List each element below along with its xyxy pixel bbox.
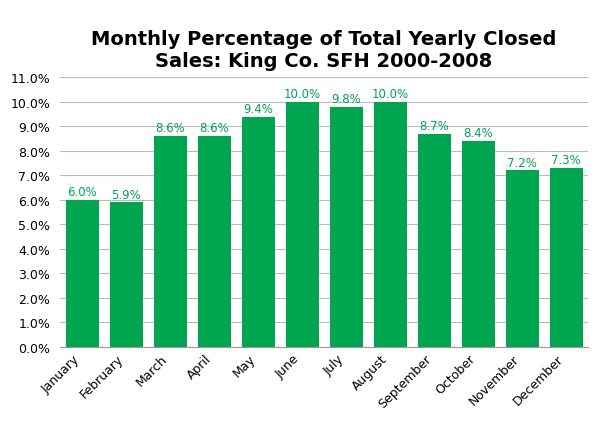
Bar <box>418 135 451 347</box>
Bar <box>373 102 407 347</box>
Bar <box>461 142 494 347</box>
Text: 9.8%: 9.8% <box>331 93 361 106</box>
Text: 5.9%: 5.9% <box>111 188 141 201</box>
Bar <box>286 102 319 347</box>
Bar <box>65 201 98 347</box>
Bar <box>241 117 275 347</box>
Bar <box>505 171 539 347</box>
Bar <box>550 169 583 347</box>
Bar <box>329 108 362 347</box>
Text: 9.4%: 9.4% <box>243 102 273 115</box>
Text: 6.0%: 6.0% <box>67 186 97 199</box>
Text: 7.3%: 7.3% <box>551 154 581 167</box>
Text: 8.4%: 8.4% <box>463 127 493 140</box>
Text: 8.7%: 8.7% <box>419 120 449 133</box>
Bar <box>197 137 230 347</box>
Text: 8.6%: 8.6% <box>155 122 185 135</box>
Bar <box>154 137 187 347</box>
Title: Monthly Percentage of Total Yearly Closed
Sales: King Co. SFH 2000-2008: Monthly Percentage of Total Yearly Close… <box>91 30 557 71</box>
Text: 10.0%: 10.0% <box>371 88 409 101</box>
Text: 7.2%: 7.2% <box>507 156 537 169</box>
Bar <box>110 203 143 347</box>
Text: 10.0%: 10.0% <box>283 88 320 101</box>
Text: 8.6%: 8.6% <box>199 122 229 135</box>
